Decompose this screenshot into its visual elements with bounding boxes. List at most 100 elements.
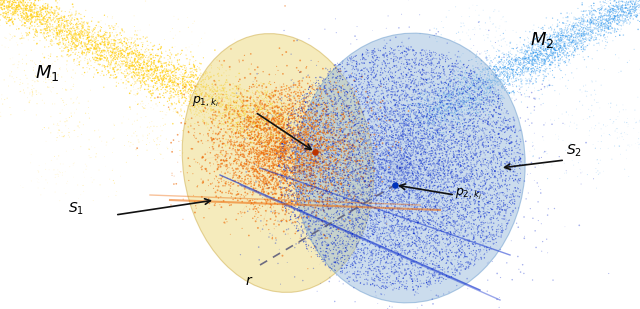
Point xyxy=(273,168,284,173)
Point xyxy=(180,85,190,90)
Point xyxy=(364,189,374,194)
Point xyxy=(323,155,333,160)
Point xyxy=(22,6,32,11)
Point xyxy=(358,255,368,260)
Point xyxy=(490,210,500,214)
Point xyxy=(274,130,284,135)
Point xyxy=(576,37,586,42)
Point xyxy=(26,24,36,29)
Point xyxy=(356,77,366,82)
Point xyxy=(305,192,316,197)
Point xyxy=(474,98,484,103)
Point xyxy=(468,97,478,102)
Point xyxy=(38,7,48,12)
Point xyxy=(300,142,310,147)
Point xyxy=(376,80,386,85)
Point xyxy=(138,65,148,70)
Point xyxy=(497,216,507,221)
Point xyxy=(388,189,398,194)
Point xyxy=(360,171,371,176)
Point xyxy=(288,210,298,215)
Point xyxy=(237,141,248,146)
Point xyxy=(171,73,181,78)
Point xyxy=(232,115,242,120)
Point xyxy=(441,164,451,169)
Point xyxy=(56,9,67,14)
Point xyxy=(360,245,371,250)
Point xyxy=(325,155,335,160)
Point xyxy=(307,143,317,148)
Point xyxy=(466,221,476,226)
Point xyxy=(353,269,363,274)
Point xyxy=(266,190,276,195)
Point xyxy=(351,76,361,81)
Point xyxy=(344,175,354,180)
Point xyxy=(303,125,314,130)
Point xyxy=(56,34,67,39)
Point xyxy=(258,97,268,102)
Point xyxy=(396,83,406,88)
Point xyxy=(379,249,389,254)
Point xyxy=(163,53,173,58)
Point xyxy=(575,45,586,50)
Point xyxy=(321,220,331,225)
Point xyxy=(413,162,423,167)
Point xyxy=(228,91,239,96)
Point xyxy=(434,122,444,127)
Point xyxy=(64,135,74,140)
Point xyxy=(450,205,460,210)
Point xyxy=(515,73,525,78)
Point xyxy=(93,34,104,39)
Point xyxy=(236,112,246,117)
Point xyxy=(458,179,468,184)
Point xyxy=(380,68,390,73)
Point xyxy=(398,121,408,126)
Point xyxy=(346,201,356,206)
Point xyxy=(449,131,460,136)
Point xyxy=(381,156,391,161)
Point xyxy=(267,236,277,241)
Point xyxy=(362,191,372,196)
Point xyxy=(412,115,422,120)
Point xyxy=(387,185,397,190)
Point xyxy=(76,28,86,33)
Point xyxy=(415,184,425,188)
Point xyxy=(423,190,433,195)
Point xyxy=(614,14,625,19)
Point xyxy=(281,200,291,205)
Point xyxy=(389,262,399,267)
Point xyxy=(297,120,307,125)
Point xyxy=(352,230,362,235)
Point xyxy=(349,279,360,284)
Point xyxy=(398,167,408,172)
Point xyxy=(617,10,627,15)
Point xyxy=(481,137,492,142)
Point xyxy=(435,206,445,211)
Point xyxy=(126,41,136,46)
Point xyxy=(406,173,416,178)
Point xyxy=(232,124,243,129)
Point xyxy=(404,156,414,161)
Point xyxy=(296,125,307,130)
Point xyxy=(122,61,132,66)
Point xyxy=(390,109,401,114)
Point xyxy=(434,121,444,125)
Point xyxy=(397,12,407,17)
Point xyxy=(20,23,30,28)
Point xyxy=(319,233,330,238)
Point xyxy=(609,144,620,149)
Point xyxy=(153,95,163,100)
Point xyxy=(246,116,257,121)
Point xyxy=(359,251,369,256)
Point xyxy=(273,150,283,155)
Point xyxy=(489,67,499,72)
Point xyxy=(398,130,408,135)
Point xyxy=(278,156,288,161)
Point xyxy=(228,99,238,104)
Point xyxy=(341,102,351,107)
Point xyxy=(294,83,305,88)
Point xyxy=(493,181,503,186)
Point xyxy=(359,168,369,173)
Point xyxy=(371,184,381,188)
Point xyxy=(337,181,347,186)
